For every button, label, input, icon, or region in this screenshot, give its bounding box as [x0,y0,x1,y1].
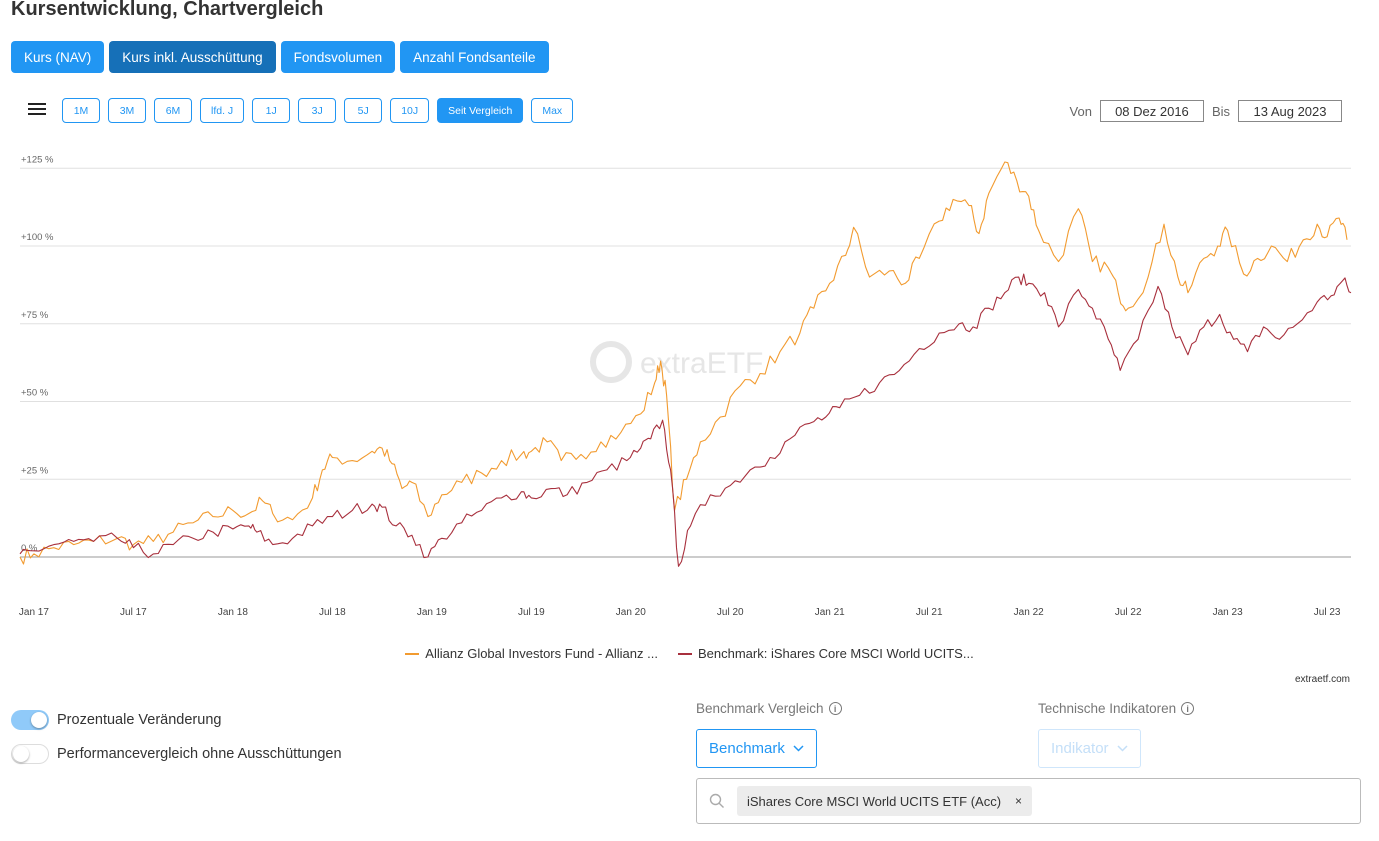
performance-chart[interactable]: extraETF +125 % +100 % +75 % +50 % +25 % 0 % Ja… [0,140,1379,630]
range-button-ytd[interactable]: lfd. J [200,98,245,123]
y-tick-label: +100 % [21,232,54,243]
toggle-label-ohne-ausschuettungen: Performancevergleich ohne Ausschüttungen [57,746,342,762]
close-icon[interactable]: × [1015,794,1023,808]
benchmark-chip-label: iShares Core MSCI World UCITS ETF (Acc) [747,793,1002,809]
tab-anzahl-fondsanteile[interactable]: Anzahl Fondsanteile [400,41,549,73]
range-button-max[interactable]: Max [531,98,574,123]
x-tick-label: Jul 17 [120,607,147,618]
indicator-dropdown-label: Indikator [1051,740,1109,757]
x-tick-label: Jul 23 [1314,607,1341,618]
series-line-benchmark [19,273,1352,567]
toggle-prozentuale-veraenderung[interactable] [11,710,49,730]
range-button-seit-vergleich[interactable]: Seit Vergleich [437,98,524,123]
legend-item-fund[interactable]: Allianz Global Investors Fund - Allianz … [405,646,658,661]
legend-label-fund: Allianz Global Investors Fund - Allianz … [425,646,658,661]
date-from-label: Von [1069,103,1092,119]
range-button-5j[interactable]: 5J [344,98,383,123]
chart-type-tabs: Kurs (NAV) Kurs inkl. Ausschüttung Fonds… [11,41,549,73]
page-title: Kursentwicklung, Chartvergleich [11,0,324,20]
chevron-down-icon [1117,745,1128,752]
chart-credit[interactable]: extraetf.com [1294,674,1350,685]
legend-swatch-benchmark [677,652,692,655]
benchmark-section-text: Benchmark Vergleich [696,701,824,716]
toggle-ohne-ausschuettungen[interactable] [11,744,49,764]
info-icon[interactable]: i [1181,702,1195,715]
search-icon [709,793,724,808]
benchmark-section-label: Benchmark Vergleich i [696,701,842,716]
y-tick-label: +125 % [21,154,54,165]
range-button-1m[interactable]: 1M [62,98,100,123]
range-button-3j[interactable]: 3J [298,98,337,123]
x-tick-label: Jul 19 [518,607,545,618]
benchmark-dropdown-label: Benchmark [709,740,785,757]
tab-kurs-nav[interactable]: Kurs (NAV) [11,41,105,73]
x-tick-label: Jan 17 [19,607,49,618]
hamburger-icon[interactable] [28,100,46,118]
indicators-section-label: Technische Indikatoren i [1038,701,1195,716]
x-tick-label: Jul 20 [717,607,744,618]
x-tick-label: Jul 22 [1115,607,1142,618]
y-tick-label: +25 % [21,465,49,476]
legend-label-benchmark: Benchmark: iShares Core MSCI World UCITS… [697,646,974,661]
benchmark-dropdown[interactable]: Benchmark [696,729,817,768]
x-tick-label: Jan 18 [218,607,248,618]
date-from-input[interactable]: 08 Dez 2016 [1099,100,1204,122]
info-icon[interactable]: i [828,702,842,715]
benchmark-chip: iShares Core MSCI World UCITS ETF (Acc) … [737,786,1033,816]
series-line-fund [19,161,1348,565]
date-range: Von 08 Dez 2016 Bis 13 Aug 2023 [1070,100,1342,122]
toggle-label-prozentual: Prozentuale Veränderung [57,712,222,728]
chart-legend: Allianz Global Investors Fund - Allianz … [0,646,1379,661]
legend-item-benchmark[interactable]: Benchmark: iShares Core MSCI World UCITS… [677,646,974,661]
tab-fondsvolumen[interactable]: Fondsvolumen [280,41,396,73]
legend-swatch-fund [405,652,420,655]
y-tick-label: 0 % [21,543,38,554]
toggle-row-ohne-ausschuettungen: Performancevergleich ohne Ausschüttungen [11,744,342,764]
benchmark-search-box[interactable]: iShares Core MSCI World UCITS ETF (Acc) … [696,778,1361,824]
x-tick-label: Jul 18 [319,607,346,618]
range-button-6m[interactable]: 6M [154,98,192,123]
tab-kurs-inkl-ausschuettung[interactable]: Kurs inkl. Ausschüttung [109,41,276,73]
date-to-label: Bis [1211,103,1230,119]
range-selector: 1M 3M 6M lfd. J 1J 3J 5J 10J Seit Vergle… [62,98,574,123]
indicator-dropdown[interactable]: Indikator [1038,729,1141,768]
x-tick-label: Jan 23 [1213,607,1243,618]
chart-watermark: extraETF [640,347,763,380]
range-button-3m[interactable]: 3M [108,98,146,123]
date-to-input[interactable]: 13 Aug 2023 [1238,100,1342,122]
x-tick-label: Jul 21 [916,607,943,618]
y-tick-label: +75 % [21,310,49,321]
x-tick-label: Jan 19 [417,607,447,618]
range-button-10j[interactable]: 10J [390,98,430,123]
range-button-1j[interactable]: 1J [252,98,291,123]
indicators-section-text: Technische Indikatoren [1038,701,1177,716]
chevron-down-icon [793,745,804,752]
x-tick-label: Jan 22 [1014,607,1044,618]
x-tick-label: Jan 20 [616,607,646,618]
toggle-row-prozentual: Prozentuale Veränderung [11,710,221,730]
watermark-logo-icon [590,341,632,383]
y-tick-label: +50 % [21,388,49,399]
x-tick-label: Jan 21 [815,607,845,618]
